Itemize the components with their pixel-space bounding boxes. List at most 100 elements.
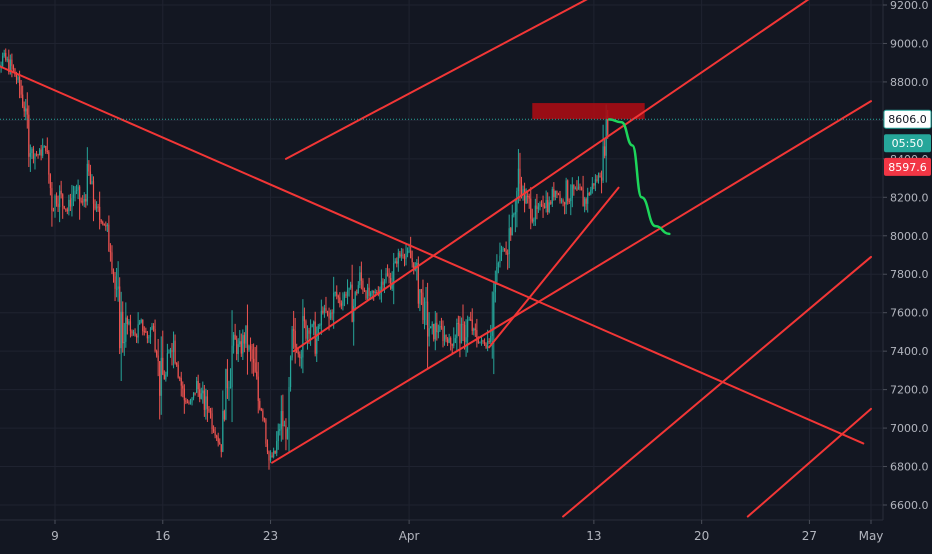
candle-body <box>13 66 14 69</box>
candle-body <box>308 330 309 333</box>
candle-body <box>173 341 174 352</box>
candle-body <box>335 292 336 293</box>
candle-body <box>265 420 266 444</box>
candle-body <box>516 191 517 212</box>
candle-body <box>359 272 360 285</box>
candle-body <box>509 228 510 254</box>
candle-body <box>364 290 365 291</box>
candle-body <box>584 199 585 207</box>
candle-body <box>342 302 343 306</box>
candle-body <box>242 335 243 353</box>
candle-body <box>171 350 172 352</box>
candle-body <box>487 341 488 348</box>
candle-body <box>599 176 600 178</box>
candle-body <box>178 365 179 378</box>
candle-body <box>230 387 231 388</box>
candle-body <box>567 180 568 201</box>
candle-body <box>222 411 223 452</box>
price-level-badge-text: 8606.0 <box>888 113 927 126</box>
candle-body <box>210 411 211 414</box>
candle-body <box>41 150 42 156</box>
resistance-zone <box>532 103 644 119</box>
candle-body <box>198 381 199 389</box>
candle-body <box>28 115 29 157</box>
candle-body <box>125 318 126 342</box>
candle-body <box>601 178 602 181</box>
price-tick-label: 8800.0 <box>890 76 929 89</box>
candle-body <box>218 437 219 442</box>
candle-body <box>165 374 166 379</box>
candle-body <box>475 329 476 330</box>
candle-body <box>327 311 328 312</box>
candle-body <box>94 204 95 209</box>
candle-body <box>433 324 434 339</box>
resistance-zone-layer <box>532 103 644 119</box>
candle-body <box>542 205 543 206</box>
candle-body <box>250 346 251 350</box>
candle-body <box>156 351 157 355</box>
candle-body <box>416 263 417 266</box>
candle-body <box>53 210 54 211</box>
candle-body <box>316 339 317 354</box>
candle-body <box>579 187 580 188</box>
candle-body <box>176 363 177 365</box>
candle-body <box>368 288 369 296</box>
candle-body <box>136 336 137 338</box>
candle-body <box>589 193 590 195</box>
candle-body <box>436 323 437 332</box>
candle-body <box>170 350 171 353</box>
candle-body <box>541 204 542 205</box>
candle-body <box>159 361 160 396</box>
candle-body <box>287 429 288 439</box>
time-tick-label: 9 <box>51 529 59 543</box>
candle-body <box>361 272 362 280</box>
candle-body <box>402 254 403 255</box>
candle-body <box>547 200 548 212</box>
candle-body <box>213 429 214 431</box>
candle-body <box>56 196 57 204</box>
candle-body <box>564 202 565 204</box>
candle-body <box>573 185 574 189</box>
candle-body <box>595 179 596 185</box>
candle-body <box>74 191 75 194</box>
candle-body <box>25 108 26 111</box>
candle-body <box>501 250 502 256</box>
candle-body <box>559 194 560 201</box>
candle-body <box>305 321 306 339</box>
candle-body <box>31 149 32 153</box>
candle-body <box>549 202 550 212</box>
time-tick-label: 23 <box>263 529 278 543</box>
candle-body <box>4 53 5 56</box>
candle-body <box>65 209 66 210</box>
candle-body <box>307 330 308 338</box>
candle-body <box>278 431 279 441</box>
price-axis[interactable]: 6600.06800.07000.07200.07400.07600.07800… <box>883 0 932 550</box>
candle-body <box>167 353 168 374</box>
candle-body <box>385 273 386 281</box>
candle-body <box>11 60 12 66</box>
candle-body <box>502 249 503 250</box>
candle-body <box>233 335 234 346</box>
candle-body <box>590 190 591 195</box>
candle-body <box>467 320 468 337</box>
candle-body <box>267 444 268 452</box>
candle-body <box>302 316 303 357</box>
candle-body <box>261 409 262 411</box>
candle-body <box>76 190 77 191</box>
candle-body <box>498 263 499 267</box>
candle-body <box>344 294 345 301</box>
candle-body <box>231 346 232 387</box>
candle-body <box>479 342 480 343</box>
candle-body <box>153 326 154 329</box>
candle-body <box>453 343 454 346</box>
candle-body <box>350 285 351 288</box>
candle-body <box>164 375 165 380</box>
candle-body <box>201 393 202 399</box>
candle-body <box>37 154 38 155</box>
candle-body <box>45 146 46 151</box>
candle-body <box>556 191 557 194</box>
candle-body <box>427 302 428 337</box>
